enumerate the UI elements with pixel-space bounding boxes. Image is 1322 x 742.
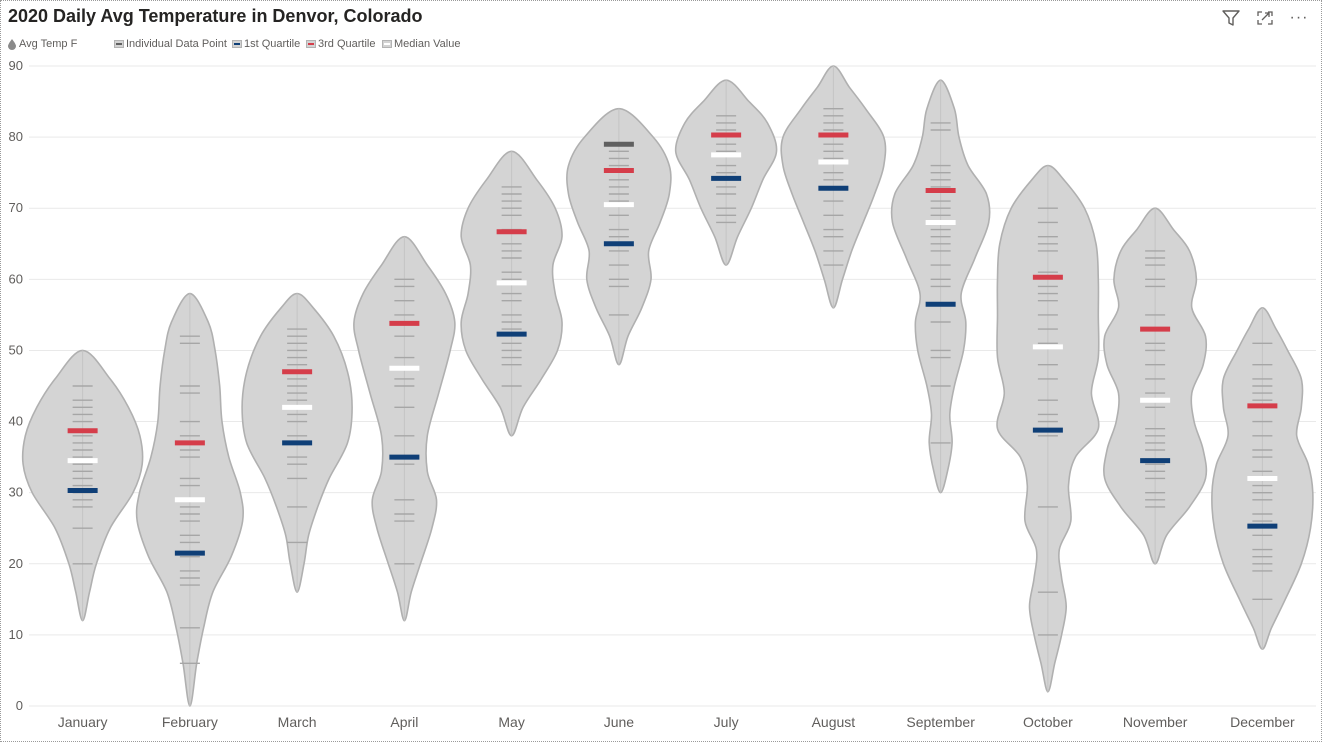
y-gridlines: 0 10 20 30 40 50 60 70 80 90 [9,58,1316,713]
y-tick-label: 70 [9,200,23,215]
x-tick-label: March [278,714,317,730]
more-options-icon[interactable]: ··· [1287,7,1311,29]
y-tick-label: 20 [9,556,23,571]
violin-november: November [1103,207,1208,730]
x-tick-label: July [714,714,739,730]
legend-label: 3rd Quartile [318,38,376,50]
violin-october: October [996,164,1100,730]
x-tick-label: January [58,714,108,730]
y-tick-label: 50 [9,342,23,357]
y-tick-label: 0 [16,698,23,713]
y-tick-label: 60 [9,271,23,286]
violin-february: February [135,292,244,730]
violin-january: January [21,349,144,730]
legend-label: 1st Quartile [244,38,301,50]
y-tick-label: 80 [9,129,23,144]
x-tick-label: April [390,714,418,730]
x-tick-label: February [162,714,218,730]
focus-mode-icon[interactable] [1253,7,1277,29]
filter-icon[interactable] [1219,7,1243,29]
legend-label: Individual Data Point [126,38,227,50]
legend-swatch-individual [114,40,124,48]
legend-item-third-quartile[interactable]: 3rd Quartile [306,38,375,50]
violin-september: September [890,79,991,730]
x-tick-label: August [812,714,856,730]
legend-label: Median Value [394,38,461,50]
legend-item-first-quartile[interactable]: 1st Quartile [232,38,300,50]
y-tick-label: 10 [9,627,23,642]
y-tick-label: 30 [9,485,23,500]
x-tick-label: December [1230,714,1295,730]
violin-april: April [353,235,456,730]
y-tick-label: 90 [9,58,23,73]
more-options-glyph: ··· [1289,9,1309,26]
chart-title: 2020 Daily Avg Temperature in Denvor, Co… [8,6,423,26]
x-tick-label: September [906,714,975,730]
x-tick-label: May [498,714,524,730]
legend-swatch-q1 [232,40,242,48]
x-tick-label: June [604,714,635,730]
legend-item-median[interactable]: Median Value [382,38,460,50]
legend-item-individual-point[interactable]: Individual Data Point [114,38,227,50]
legend-series-label: Avg Temp F [19,38,78,50]
x-tick-label: November [1123,714,1188,730]
violin-june: June [566,107,672,730]
violin-march: March [241,292,353,730]
violin-december: December [1211,306,1314,730]
legend-series[interactable]: Avg Temp F [7,38,77,50]
x-tick-label: October [1023,714,1073,730]
violin-may: May [460,150,563,730]
droplet-icon [8,39,16,50]
y-tick-label: 40 [9,414,23,429]
violin-july: July [674,79,778,730]
legend-swatch-q3 [306,40,316,48]
violin-august: August [780,65,887,730]
legend-swatch-median [382,40,392,48]
visual-header-toolbar: ··· [1219,7,1311,29]
